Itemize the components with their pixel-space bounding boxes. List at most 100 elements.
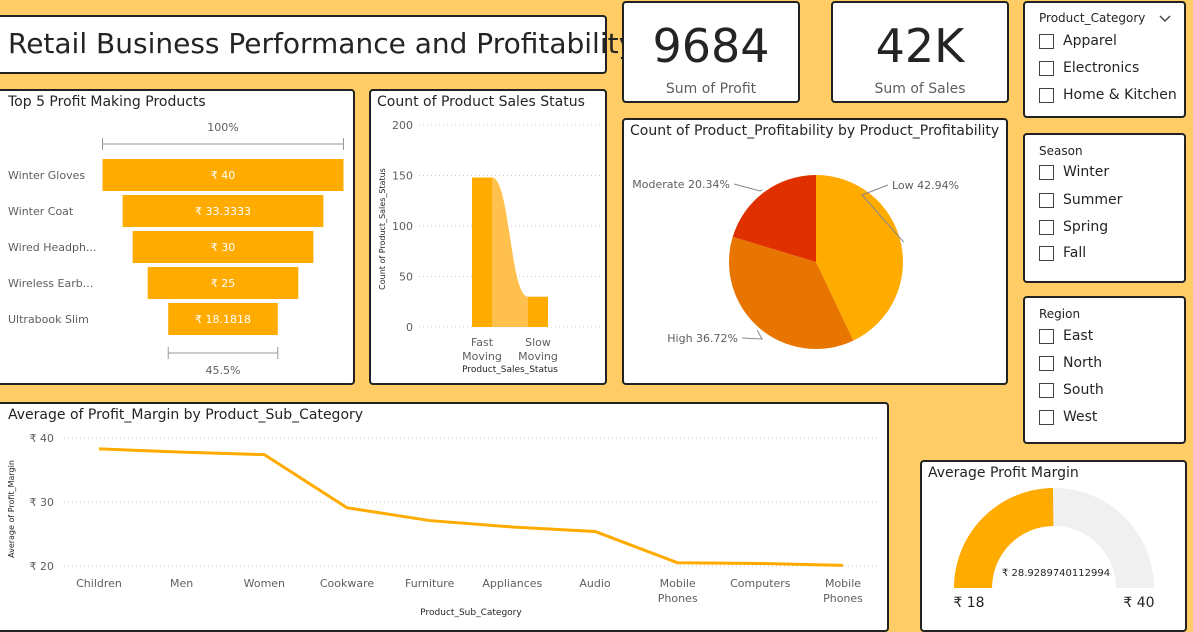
slicer-option-label: Summer — [1063, 192, 1123, 208]
slicer-option-west[interactable]: West — [1039, 409, 1097, 425]
funnel-data-label: ₹ 30 — [211, 241, 236, 254]
slicer-option-east[interactable]: East — [1039, 328, 1093, 344]
checkbox[interactable] — [1039, 33, 1054, 49]
slicer-option-apparel[interactable]: Apparel — [1039, 33, 1117, 49]
x-tick-label: Cookware — [320, 577, 375, 590]
column-bar — [472, 177, 492, 327]
y-tick-label: ₹ 20 — [30, 560, 55, 573]
funnel-data-label: ₹ 25 — [211, 277, 236, 290]
gauge-min-label: ₹ 18 — [953, 595, 984, 611]
title-card: Retail Business Performance and Profitab… — [0, 15, 635, 74]
slicer-option-north[interactable]: North — [1039, 355, 1102, 371]
kpi-sales-value: 42K — [875, 19, 965, 73]
chevron-down-icon[interactable] — [1158, 9, 1172, 28]
gauge-max-label: ₹ 40 — [1123, 595, 1154, 611]
x-tick-label: Furniture — [405, 577, 455, 590]
x-tick-label: Moving — [462, 350, 502, 363]
x-axis-label: Product_Sub_Category — [420, 608, 522, 618]
slicer-region[interactable]: Region East North South West — [1023, 296, 1186, 444]
checkbox[interactable] — [1039, 245, 1054, 261]
funnel-bar — [102, 159, 344, 191]
slicer-title: Region — [1039, 307, 1081, 321]
slicer-option-label: Winter — [1063, 164, 1110, 180]
y-tick-label: ₹ 40 — [30, 432, 55, 445]
slicer-option-label: Apparel — [1063, 33, 1117, 49]
y-tick-label: 200 — [392, 119, 413, 132]
x-tick-label: Phones — [823, 592, 863, 605]
funnel-category-label: Winter Coat — [8, 205, 74, 218]
slicer-option-label: Fall — [1063, 245, 1087, 261]
slicer-option-winter[interactable]: Winter — [1039, 164, 1109, 180]
profit-margin-gauge: ₹ 28.9289740112994​ ₹ 18 ₹ 40 — [953, 488, 1155, 611]
x-tick-label: Phones — [658, 592, 698, 605]
gauge-value-label: ₹ 28.9289740112994​ — [1002, 568, 1110, 579]
checkbox[interactable] — [1039, 328, 1054, 344]
kpi-sales-card[interactable]: 42K Sum of Sales — [831, 1, 1009, 103]
line-chart-card[interactable]: Average of Profit_Margin by Product_Sub_… — [0, 402, 889, 632]
slicer-option-spring[interactable]: Spring — [1039, 219, 1108, 235]
slicer-season[interactable]: Season Winter Summer Spring Fall — [1023, 133, 1186, 283]
checkbox[interactable] — [1039, 382, 1054, 398]
funnel-bar — [168, 303, 278, 335]
funnel-top-percent: 100% — [207, 121, 238, 134]
y-axis-label: Average of Profit_Margin — [7, 460, 16, 558]
funnel-category-label: Wireless Earb... — [8, 277, 93, 290]
kpi-profit-value: 9684 — [652, 19, 770, 73]
x-tick-label: Mobile — [660, 577, 696, 590]
checkbox[interactable] — [1039, 219, 1054, 235]
kpi-sales-label: Sum of Sales — [874, 81, 966, 97]
x-tick-label: Audio — [579, 577, 611, 590]
funnel-chart: 100% ₹ 40 Winter Gloves ₹ 33.3333 Winter Coa… — [8, 121, 344, 377]
y-tick-label: 150 — [392, 170, 413, 183]
funnel-data-label: ₹ 33.3333 — [195, 205, 251, 218]
profitability-pie-chart: Low 42.94% High 36.72% Moderate 20.34% — [632, 175, 959, 349]
funnel-data-label: ₹ 40 — [211, 169, 236, 182]
gauge-card[interactable]: Average Profit Margin ₹ 28.9289740112994… — [920, 460, 1187, 632]
y-tick-label: 50 — [399, 271, 413, 284]
chart-title: Count of Product Sales Status — [377, 94, 585, 110]
slicer-option-fall[interactable]: Fall — [1039, 245, 1086, 261]
x-tick-label: Mobile — [825, 577, 861, 590]
y-tick-label: 100 — [392, 220, 413, 233]
funnel-bar — [122, 195, 324, 227]
funnel-bottom-percent: 45.5% — [206, 364, 241, 377]
x-tick-label: Appliances — [482, 577, 542, 590]
x-tick-label: Slow — [525, 336, 551, 349]
checkbox[interactable] — [1039, 60, 1054, 76]
checkbox[interactable] — [1039, 355, 1054, 371]
slicer-option-label: West — [1063, 409, 1098, 425]
funnel-data-label: ₹ 18.1818 — [195, 313, 251, 326]
x-axis-label: Product_Sales_Status — [462, 365, 558, 375]
checkbox[interactable] — [1039, 87, 1054, 103]
chart-title: Count of Product_Profitability by Produc… — [630, 123, 1000, 139]
kpi-profit-label: Sum of Profit — [665, 81, 757, 97]
slicer-option-summer[interactable]: Summer — [1039, 192, 1122, 208]
chart-title: Average of Profit_Margin by Product_Sub_… — [8, 407, 364, 423]
funnel-chart-card[interactable]: Top 5 Profit Making Products 100% ₹ 40 Win… — [0, 89, 355, 385]
slicer-option-label: Home & Kitchen — [1063, 87, 1177, 103]
x-tick-label: Children — [76, 577, 122, 590]
gauge-fill — [954, 488, 1054, 588]
pie-data-label: Moderate 20.34% — [632, 178, 730, 191]
slicer-option-home-kitchen[interactable]: Home & Kitchen — [1039, 87, 1177, 103]
pie-chart-card[interactable]: Count of Product_Profitability by Produc… — [622, 118, 1008, 385]
slicer-option-electronics[interactable]: Electronics — [1039, 60, 1139, 76]
chart-title: Average Profit Margin — [928, 465, 1079, 481]
y-tick-label: ₹ 30 — [30, 496, 55, 509]
slicer-option-south[interactable]: South — [1039, 382, 1104, 398]
checkbox[interactable] — [1039, 164, 1054, 180]
pie-leader-line — [861, 184, 905, 243]
funnel-category-label: Wired Headph... — [8, 241, 96, 254]
slicer-product-category[interactable]: Product_Category Apparel Electronics Hom… — [1023, 1, 1186, 118]
slicer-option-label: Spring — [1063, 219, 1109, 235]
checkbox[interactable] — [1039, 192, 1054, 208]
checkbox[interactable] — [1039, 409, 1054, 425]
funnel-category-label: Winter Gloves — [8, 169, 85, 182]
profit-margin-line-chart: ₹ 20 ₹ 30 ₹ 40 Average of Profit_Margin Chil… — [7, 432, 880, 618]
ribbon-connector — [492, 177, 528, 327]
x-tick-label: Women — [244, 577, 285, 590]
pie-slice — [732, 175, 816, 262]
x-tick-label: Fast — [471, 336, 494, 349]
kpi-profit-card[interactable]: 9684 Sum of Profit — [622, 1, 800, 103]
sales-status-chart-card[interactable]: Count of Product Sales Status 0 50 100 150 2… — [369, 89, 607, 385]
